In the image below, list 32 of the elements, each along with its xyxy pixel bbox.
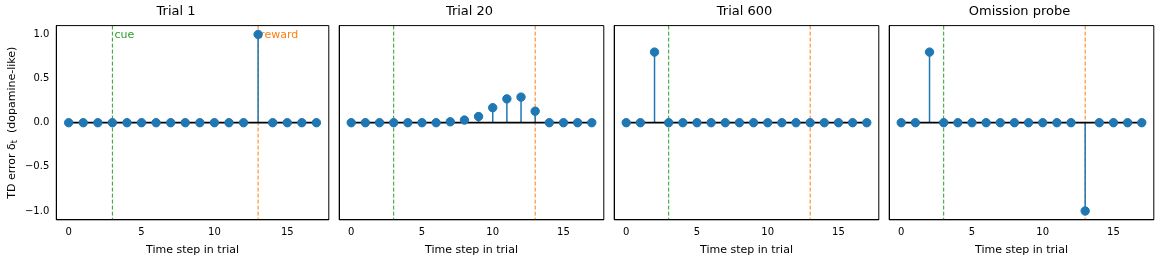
x-tick-label: 15 <box>832 226 845 238</box>
x-tick-label: 0 <box>348 226 355 238</box>
y-tick-label: −1.0 <box>24 204 50 216</box>
x-tick-label: 5 <box>693 226 701 238</box>
x-tick-label: 10 <box>761 226 775 238</box>
x-tick-label: 15 <box>1107 226 1120 238</box>
chart-title: Trial 600 <box>715 3 773 19</box>
x-tick-label: 0 <box>898 226 905 238</box>
x-axis-title: Time step in trial <box>974 243 1068 257</box>
chart-title: Omission probe <box>968 3 1071 19</box>
y-tick-label: 1.0 <box>33 28 50 40</box>
x-tick-label: 10 <box>1036 226 1050 238</box>
y-axis-title: TD error δt (dopamine-like) <box>4 46 20 200</box>
chart-title: Trial 1 <box>155 3 196 19</box>
x-tick-label: 5 <box>138 226 145 238</box>
x-tick-label: 15 <box>557 226 570 238</box>
x-tick-label: 10 <box>208 226 221 238</box>
y-tick-label: 0.0 <box>33 116 50 128</box>
x-axis-title: Time step in trial <box>424 243 518 257</box>
x-tick-label: 5 <box>968 226 976 238</box>
x-tick-label: 10 <box>486 226 500 238</box>
x-tick-label: 0 <box>623 226 630 238</box>
y-tick-label: −0.5 <box>24 160 50 172</box>
y-tick-label: 0.5 <box>33 72 50 84</box>
x-tick-label: 5 <box>418 226 426 238</box>
x-axis-title: Time step in trial <box>699 243 793 257</box>
chart-title: Trial 20 <box>444 3 494 19</box>
x-tick-label: 0 <box>65 226 72 238</box>
x-axis-title: Time step in trial <box>145 243 239 257</box>
x-tick-label: 15 <box>280 226 294 238</box>
ref-line-label: cue <box>114 27 135 41</box>
ref-line-label: reward <box>260 27 299 41</box>
